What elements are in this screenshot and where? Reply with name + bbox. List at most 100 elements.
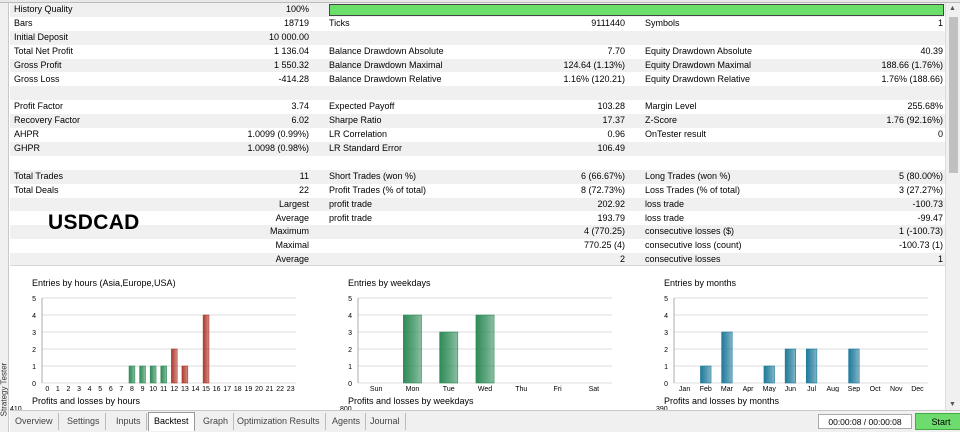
start-button[interactable]: Start bbox=[915, 413, 960, 430]
report-label: Total Trades bbox=[14, 170, 64, 181]
x-tick-label: 11 bbox=[160, 386, 167, 392]
chart-title: Entries by months bbox=[664, 278, 737, 288]
report-label: Z-Score bbox=[645, 115, 678, 126]
tab-graph[interactable]: Graph bbox=[198, 413, 235, 430]
report-value: 1 550.32 bbox=[273, 59, 309, 70]
lower-chart-tick: 390 bbox=[656, 406, 668, 413]
report-value: 4 (770.25) bbox=[583, 226, 625, 237]
scroll-down-icon[interactable]: ▼ bbox=[949, 401, 956, 408]
chart-bar bbox=[805, 348, 818, 384]
lower-chart-tick: 410 bbox=[10, 406, 22, 413]
report-value: 0 bbox=[937, 129, 943, 140]
x-tick-label: 12 bbox=[170, 386, 178, 392]
chart-title: Entries by hours (Asia,Europe,USA) bbox=[32, 278, 176, 288]
chart-bar bbox=[763, 365, 775, 384]
report-row: History Quality 100% bbox=[10, 3, 945, 17]
chart-bar bbox=[139, 365, 146, 384]
report-value: 100% bbox=[285, 4, 309, 14]
report-row: Largest profit trade 202.92 loss trade -100.… bbox=[10, 197, 945, 212]
x-tick-label: Mar bbox=[721, 386, 734, 392]
report-table: History Quality 100% Bars 18719 Ticks 9111440… bbox=[10, 3, 945, 268]
report-value: 1 bbox=[937, 17, 943, 28]
y-tick-label: 5 bbox=[32, 296, 36, 303]
report-value: 11 bbox=[299, 170, 309, 181]
report-label: AHPR bbox=[14, 129, 40, 140]
report-label: Equity Drawdown Maximal bbox=[645, 59, 752, 70]
report-value: 0.96 bbox=[607, 129, 625, 140]
strategy-tester-sidebar[interactable]: Strategy Tester bbox=[0, 3, 9, 432]
chart-bar bbox=[202, 314, 210, 384]
report-label: Profit Trades (% of total) bbox=[329, 184, 427, 195]
report-value: 1.76 (92.16%) bbox=[886, 115, 943, 126]
report-row: Initial Deposit 10 000.00 bbox=[10, 30, 945, 45]
chart-bar bbox=[475, 314, 495, 384]
x-tick-label: Feb bbox=[700, 386, 712, 392]
y-tick-label: 1 bbox=[664, 364, 668, 371]
x-tick-label: Dec bbox=[911, 386, 924, 392]
tab-inputs[interactable]: Inputs bbox=[111, 413, 147, 430]
x-tick-label: 21 bbox=[266, 386, 274, 392]
y-tick-label: 0 bbox=[664, 381, 668, 388]
chart-bar bbox=[149, 365, 157, 384]
chart-panel: Entries by hours (Asia,Europe,USA) 0 1 2 3 4 5… bbox=[10, 274, 314, 413]
x-tick-label: Thu bbox=[515, 386, 527, 392]
x-tick-label: 9 bbox=[141, 386, 145, 392]
report-row: Profit Factor 3.74 Expected Payoff 103.28 Ma… bbox=[10, 100, 945, 114]
report-label: Initial Deposit bbox=[14, 31, 69, 42]
x-tick-label: Sun bbox=[370, 386, 383, 392]
lower-chart-tick: 800 bbox=[340, 406, 352, 413]
chart-bar bbox=[439, 331, 459, 384]
report-value: -414.28 bbox=[278, 73, 309, 84]
tab-settings[interactable]: Settings bbox=[62, 413, 106, 430]
tab-optimization-results[interactable]: Optimization Results bbox=[232, 413, 326, 430]
report-label: Profit Factor bbox=[14, 101, 64, 112]
report-value: 106.49 bbox=[597, 143, 625, 153]
tab-backtest[interactable]: Backtest bbox=[148, 412, 195, 431]
report-value: 1.76% (188.66) bbox=[881, 73, 943, 84]
report-label: consecutive losses bbox=[645, 254, 721, 265]
x-tick-label: Sat bbox=[589, 386, 600, 392]
report-row: GHPR 1.0098 (0.98%) LR Standard Error 106.4… bbox=[10, 142, 945, 156]
scroll-up-icon[interactable]: ▲ bbox=[949, 5, 956, 12]
report-value: 8 (72.73%) bbox=[580, 184, 625, 195]
lower-chart-title: Profits and losses by hours bbox=[32, 396, 141, 406]
y-tick-label: 4 bbox=[348, 313, 352, 320]
y-tick-label: 0 bbox=[348, 381, 352, 388]
vertical-scrollbar[interactable]: ▲ ▼ bbox=[945, 3, 960, 410]
tab-journal[interactable]: Journal bbox=[365, 413, 406, 430]
x-tick-label: Nov bbox=[890, 386, 903, 392]
x-tick-label: Wed bbox=[478, 386, 492, 392]
report-value: Average bbox=[275, 212, 309, 223]
x-tick-label: 13 bbox=[181, 386, 189, 392]
report-value: 255.68% bbox=[907, 101, 943, 112]
report-value: -99.47 bbox=[917, 212, 943, 223]
report-value: 6 (66.67%) bbox=[580, 170, 625, 181]
chart-bar bbox=[160, 365, 167, 384]
report-value: 202.92 bbox=[597, 198, 625, 209]
x-tick-label: 16 bbox=[213, 386, 221, 392]
x-tick-label: 5 bbox=[98, 386, 102, 392]
report-value: 6.02 bbox=[291, 115, 309, 126]
report-label: Gross Loss bbox=[14, 73, 60, 84]
report-label: Balance Drawdown Relative bbox=[329, 73, 442, 84]
tab-overview[interactable]: Overview bbox=[10, 413, 59, 430]
scroll-thumb[interactable] bbox=[949, 17, 958, 173]
report-value: 1.0098 (0.98%) bbox=[247, 143, 309, 153]
report-label: Bars bbox=[14, 17, 33, 28]
x-tick-label: 7 bbox=[119, 386, 123, 392]
report-label: OnTester result bbox=[645, 129, 707, 140]
report-row bbox=[10, 86, 945, 101]
chart-bar bbox=[403, 314, 422, 384]
report-value: -100.73 bbox=[912, 198, 943, 209]
charts-area: Entries by hours (Asia,Europe,USA) 0 1 2 3 4 5… bbox=[10, 265, 945, 413]
x-tick-label: Mon bbox=[406, 386, 420, 392]
report-value: Average bbox=[275, 254, 309, 265]
report-value: 1 bbox=[937, 254, 943, 265]
report-value: 17.37 bbox=[602, 115, 625, 126]
x-tick-label: 15 bbox=[202, 386, 210, 392]
report-row: Average profit trade 193.79 loss trade -99.4… bbox=[10, 212, 945, 226]
tab-agents[interactable]: Agents bbox=[327, 413, 367, 430]
report-label: Total Net Profit bbox=[14, 45, 74, 56]
x-tick-label: Aug bbox=[827, 386, 840, 392]
x-tick-label: Jan bbox=[679, 386, 690, 392]
